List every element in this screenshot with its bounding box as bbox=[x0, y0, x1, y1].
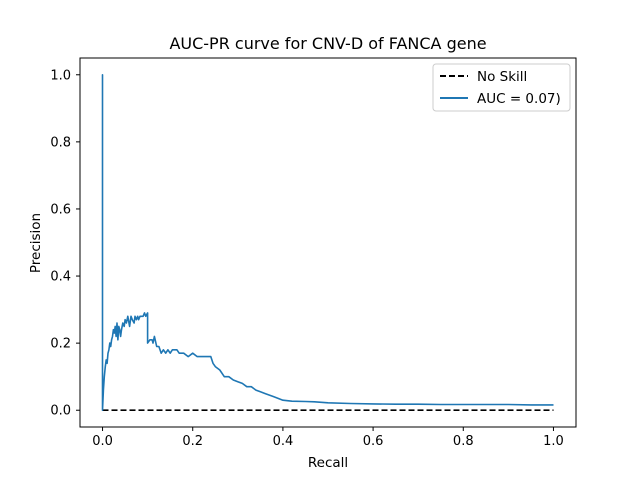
x-axis-label: Recall bbox=[308, 455, 348, 471]
x-tick-label: 0.8 bbox=[453, 434, 474, 449]
x-tick-label: 0.2 bbox=[182, 434, 203, 449]
legend: No Skill AUC = 0.07) bbox=[432, 63, 571, 112]
axis-ticks: 0.0 0.2 0.4 0.6 0.8 1.0 0.0 0.2 0.4 0.6 0.8 1.0 bbox=[50, 68, 563, 449]
y-tick-label: 0.0 bbox=[50, 404, 71, 419]
y-tick-label: 0.8 bbox=[50, 135, 71, 150]
axes-frame bbox=[79, 57, 577, 428]
x-tick-label: 0.0 bbox=[92, 434, 113, 449]
legend-auc-label: AUC = 0.07) bbox=[477, 91, 561, 107]
plot-area bbox=[101, 74, 554, 412]
y-tick-label: 0.4 bbox=[50, 270, 71, 285]
y-tick-label: 0.2 bbox=[50, 337, 71, 352]
legend-no-skill-label: No Skill bbox=[477, 69, 527, 85]
y-tick-label: 0.6 bbox=[50, 202, 71, 217]
x-tick-label: 0.4 bbox=[273, 434, 294, 449]
y-tick-label: 1.0 bbox=[50, 68, 71, 83]
chart-title: AUC-PR curve for CNV-D of FANCA gene bbox=[169, 34, 486, 53]
y-axis-label: Precision bbox=[28, 213, 44, 273]
x-tick-label: 0.6 bbox=[363, 434, 384, 449]
x-tick-label: 1.0 bbox=[543, 434, 564, 449]
series-line-1 bbox=[101, 74, 554, 412]
